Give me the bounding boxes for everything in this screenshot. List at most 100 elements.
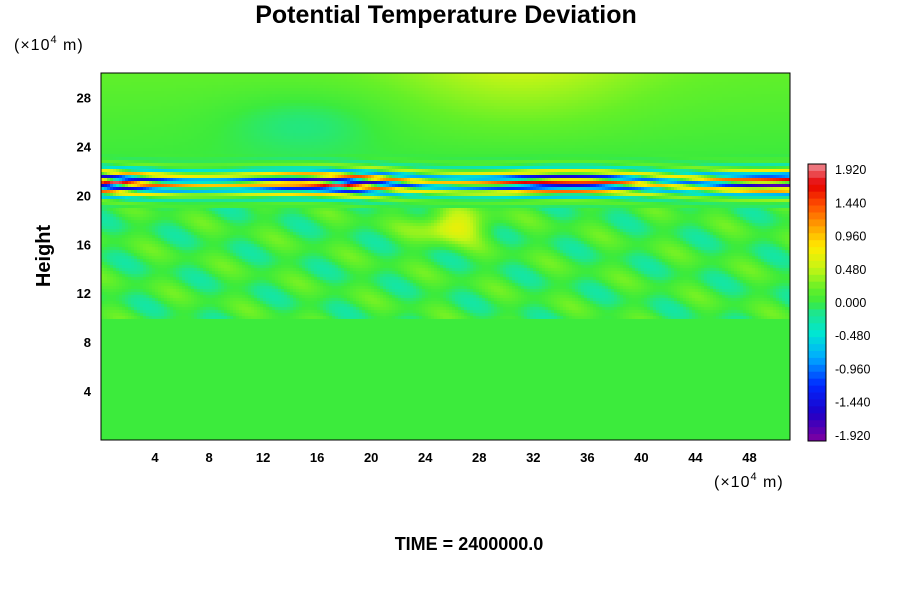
heatmap-cell xyxy=(569,133,573,137)
heatmap-cell xyxy=(170,124,174,128)
heatmap-cell xyxy=(581,79,585,83)
heatmap-cell xyxy=(587,94,591,98)
heatmap-cell xyxy=(440,121,444,125)
heatmap-cell xyxy=(317,118,321,122)
heatmap-cell xyxy=(503,136,507,140)
heatmap-cell xyxy=(113,100,117,104)
heatmap-cell xyxy=(461,124,465,128)
heatmap-cell xyxy=(338,88,342,92)
heatmap-cell xyxy=(191,106,195,110)
heatmap-cell xyxy=(755,82,759,86)
heatmap-cell xyxy=(683,115,687,119)
heatmap-cell xyxy=(731,97,735,101)
heatmap-cell xyxy=(527,106,531,110)
heatmap-cell xyxy=(464,97,468,101)
heatmap-cell xyxy=(467,79,471,83)
heatmap-cell xyxy=(326,118,330,122)
heatmap-cell xyxy=(530,133,534,137)
heatmap-cell xyxy=(554,127,558,131)
heatmap-cell xyxy=(764,130,768,134)
heatmap-cell xyxy=(557,118,561,122)
heatmap-cell xyxy=(248,79,252,83)
heatmap-cell xyxy=(479,130,483,134)
heatmap-cell xyxy=(767,115,771,119)
heatmap-cell xyxy=(701,106,705,110)
heatmap-cell xyxy=(704,133,708,137)
heatmap-cell xyxy=(347,121,351,125)
heatmap-cell xyxy=(215,76,219,80)
heatmap-cell xyxy=(152,88,156,92)
heatmap-cell xyxy=(179,106,183,110)
heatmap-cell xyxy=(434,136,438,140)
heatmap-cell xyxy=(662,121,666,125)
heatmap-cell xyxy=(401,97,405,101)
heatmap-cell xyxy=(278,85,282,89)
heatmap-cell xyxy=(680,118,684,122)
heatmap-cell xyxy=(548,121,552,125)
heatmap-cell xyxy=(548,118,552,122)
heatmap-cell xyxy=(413,100,417,104)
heatmap-cell xyxy=(101,82,105,86)
heatmap-cell xyxy=(383,85,387,89)
heatmap-cell xyxy=(617,76,621,80)
heatmap-cell xyxy=(509,124,513,128)
heatmap-cell xyxy=(350,118,354,122)
heatmap-cell xyxy=(719,109,723,113)
heatmap-cell xyxy=(782,118,786,122)
heatmap-cell xyxy=(422,112,426,116)
heatmap-cell xyxy=(170,100,174,104)
heatmap-cell xyxy=(209,73,213,77)
heatmap-cell xyxy=(590,112,594,116)
heatmap-cell xyxy=(572,118,576,122)
heatmap-cell xyxy=(485,127,489,131)
heatmap-cell xyxy=(395,94,399,98)
heatmap-cell xyxy=(452,121,456,125)
heatmap-cell xyxy=(644,82,648,86)
heatmap-cell xyxy=(506,115,510,119)
heatmap-cell xyxy=(296,121,300,125)
heatmap-cell xyxy=(200,115,204,119)
heatmap-cell xyxy=(506,91,510,95)
heatmap-cell xyxy=(404,100,408,104)
heatmap-cell xyxy=(398,85,402,89)
heatmap-cell xyxy=(482,76,486,80)
heatmap-cell xyxy=(569,100,573,104)
heatmap-cell xyxy=(719,94,723,98)
heatmap-cell xyxy=(701,115,705,119)
heatmap-cell xyxy=(710,103,714,107)
heatmap-cell xyxy=(689,121,693,125)
heatmap-cell xyxy=(248,94,252,98)
heatmap-cell xyxy=(632,133,636,137)
heatmap-cell xyxy=(749,130,753,134)
heatmap-cell xyxy=(434,85,438,89)
heatmap-cell xyxy=(173,73,177,77)
heatmap-cell xyxy=(734,76,738,80)
heatmap-cell xyxy=(785,79,789,83)
heatmap-cell xyxy=(590,115,594,119)
heatmap-cell xyxy=(218,82,222,86)
heatmap-cell xyxy=(263,79,267,83)
heatmap-cell xyxy=(329,91,333,95)
heatmap-cell xyxy=(662,94,666,98)
heatmap-cell xyxy=(236,118,240,122)
heatmap-cell xyxy=(149,124,153,128)
heatmap-cell xyxy=(410,124,414,128)
heatmap-cell xyxy=(617,94,621,98)
heatmap-cell xyxy=(518,103,522,107)
heatmap-cell xyxy=(551,82,555,86)
heatmap-cell xyxy=(320,124,324,128)
heatmap-cell xyxy=(749,85,753,89)
heatmap-cell xyxy=(599,94,603,98)
heatmap-cell xyxy=(656,94,660,98)
heatmap-cell xyxy=(230,100,234,104)
heatmap-cell xyxy=(146,118,150,122)
heatmap-cell xyxy=(629,127,633,131)
heatmap-cell xyxy=(146,73,150,77)
heatmap-cell xyxy=(440,91,444,95)
heatmap-cell xyxy=(776,115,780,119)
heatmap-cell xyxy=(707,76,711,80)
heatmap-cell xyxy=(530,73,534,77)
heatmap-cell xyxy=(287,88,291,92)
heatmap-cell xyxy=(152,118,156,122)
heatmap-cell xyxy=(203,109,207,113)
